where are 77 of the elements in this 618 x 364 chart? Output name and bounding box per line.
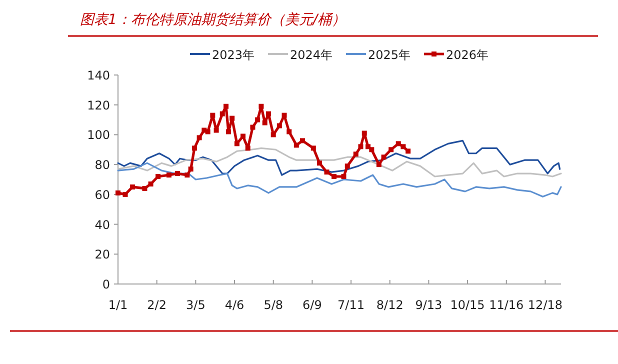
point: [156, 174, 161, 180]
point: [230, 116, 235, 121]
point: [300, 138, 305, 144]
x-tick-label: 5/8: [264, 298, 284, 312]
point: [255, 117, 260, 122]
point: [174, 171, 180, 176]
y-tick-label: 120: [87, 98, 110, 112]
point: [234, 141, 240, 146]
point: [396, 141, 401, 146]
y-tick-label: 20: [94, 248, 110, 262]
y-tick-label: 140: [87, 68, 110, 82]
point: [210, 112, 216, 118]
point: [205, 129, 210, 134]
point: [400, 144, 406, 150]
point: [276, 123, 282, 128]
point: [220, 111, 225, 116]
line-series: [117, 147, 562, 178]
point: [122, 192, 128, 197]
y-tick-label: 80: [94, 158, 110, 172]
chart-title: 图表1：布伦特原油期货结算价（美元/桶）: [80, 12, 346, 28]
legend-label: 2026年: [446, 48, 489, 62]
line-series: [117, 162, 562, 198]
point: [166, 172, 172, 178]
point: [381, 154, 386, 160]
y-tick-label: 100: [87, 128, 110, 142]
point: [294, 142, 299, 148]
point: [245, 146, 250, 151]
legend-label: 2025年: [368, 48, 411, 62]
point: [358, 144, 364, 150]
point: [214, 128, 219, 133]
point: [388, 147, 394, 152]
point: [286, 129, 292, 134]
x-tick-label: 1/1: [108, 298, 128, 312]
point: [270, 132, 276, 138]
point: [192, 146, 197, 151]
point: [362, 130, 367, 136]
point: [310, 146, 316, 151]
x-tick-label: 9/13: [415, 298, 442, 312]
point: [344, 164, 350, 169]
point: [341, 174, 346, 180]
point: [188, 166, 194, 172]
legend-label: 2023年: [212, 48, 255, 62]
point: [406, 148, 411, 154]
point: [353, 152, 358, 157]
x-tick-label: 6/9: [302, 298, 322, 312]
y-tick-label: 40: [94, 218, 110, 232]
point: [332, 174, 337, 180]
point: [116, 190, 120, 196]
point: [250, 124, 256, 130]
point: [376, 162, 382, 168]
x-tick-label: 12/18: [528, 298, 563, 312]
point: [226, 129, 231, 134]
x-tick-label: 2/2: [147, 298, 166, 312]
point: [148, 181, 154, 186]
legend-label: 2024年: [290, 48, 333, 62]
point: [258, 104, 264, 109]
point: [262, 120, 268, 126]
point: [266, 111, 271, 116]
y-tick-label: 60: [94, 188, 110, 202]
line-series: [117, 140, 561, 176]
x-tick-label: 3/5: [186, 298, 206, 312]
point: [142, 186, 148, 191]
x-tick-label: 10/15: [450, 298, 485, 312]
point: [130, 184, 136, 190]
point: [224, 104, 229, 109]
point: [369, 147, 374, 152]
point: [282, 112, 287, 118]
x-tick-label: 4/6: [224, 298, 244, 312]
point: [184, 172, 190, 178]
x-tick-label: 11/16: [489, 298, 524, 312]
point: [316, 160, 322, 166]
point: [240, 134, 246, 139]
point: [324, 170, 330, 175]
x-tick-label: 7/11: [338, 298, 365, 312]
point: [196, 135, 202, 140]
y-tick-label: 0: [102, 278, 110, 292]
x-tick-label: 8/12: [376, 298, 404, 312]
